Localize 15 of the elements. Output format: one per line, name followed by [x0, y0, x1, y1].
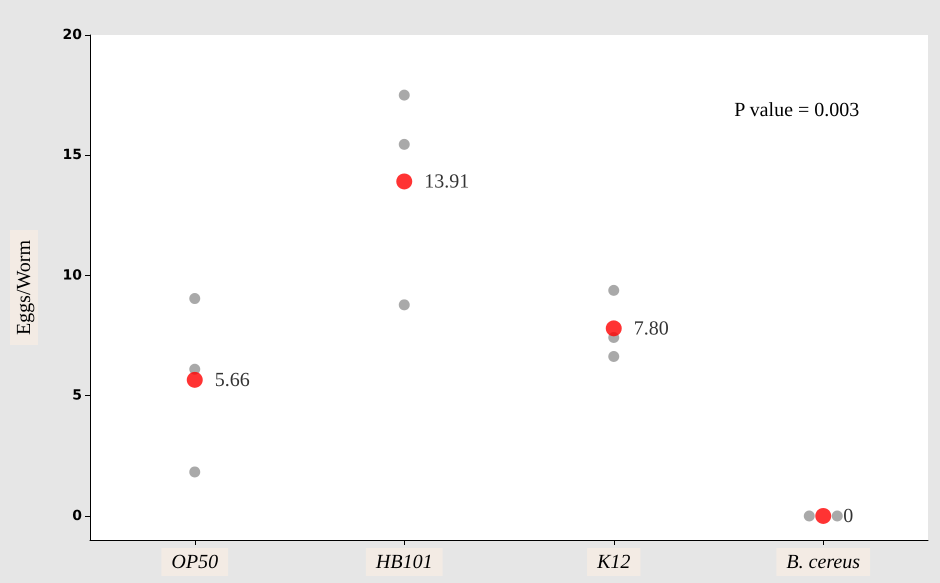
- y-tick-label: 20: [62, 27, 82, 43]
- y-axis-title: Eggs/Worm: [13, 240, 35, 336]
- data-label: 7.80: [634, 317, 669, 340]
- y-tick-label: 0: [72, 508, 82, 524]
- y-tick-label: 15: [62, 147, 82, 164]
- x-tick-label: B. cereus: [786, 551, 860, 573]
- y-tick-label: 10: [62, 267, 82, 284]
- data-label: 5.66: [214, 368, 250, 391]
- annotation: P value = 0.003: [734, 99, 860, 121]
- data-label: 0: [843, 504, 854, 527]
- x-tick-label: HB101: [374, 551, 433, 573]
- y-tick-label: 5: [72, 388, 82, 404]
- x-tick-label: K12: [596, 551, 630, 573]
- data-label: 13.91: [424, 170, 470, 192]
- x-tick-label: OP50: [171, 551, 218, 573]
